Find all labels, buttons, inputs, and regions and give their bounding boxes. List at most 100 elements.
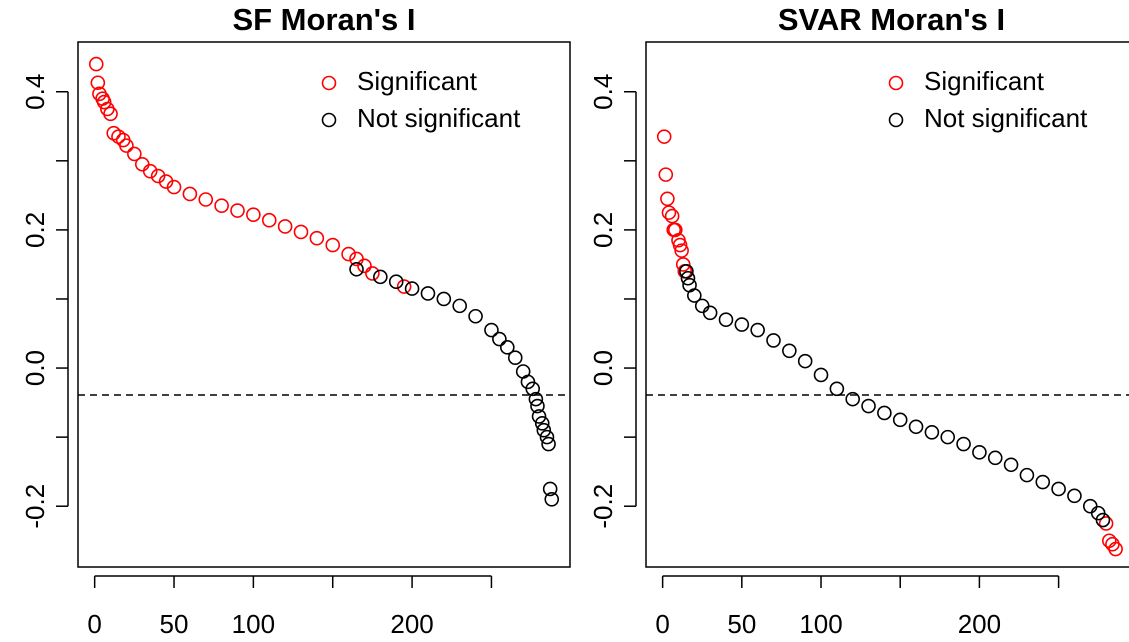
point [661,205,677,220]
point [198,192,214,207]
x-tick-label: 100 [799,609,842,639]
point [293,224,309,240]
legend-symbol [321,75,337,91]
x-tick-label: 200 [390,609,433,639]
point [674,243,689,258]
point [718,312,734,327]
point [277,219,293,234]
point [230,203,245,218]
x-tick-label: 0 [655,609,669,639]
point [309,230,325,246]
legend-label: Significant [924,66,1045,96]
point [341,246,356,262]
point [1067,488,1082,504]
legend-symbol [321,112,337,128]
point [536,422,552,438]
point [664,208,680,224]
point [679,264,694,279]
y-tick-label: -0.2 [20,484,50,529]
point [542,481,558,497]
point [484,322,499,338]
point [436,291,452,307]
point [972,445,987,460]
point [694,298,710,314]
point [261,212,277,228]
point [861,398,876,414]
point [182,186,198,202]
point [111,129,126,144]
point [365,266,380,281]
y-tick-label: 0.2 [20,212,50,248]
point [924,424,940,440]
point [158,174,174,189]
point [813,367,829,383]
x-tick-label: 0 [87,609,101,639]
point [88,56,104,72]
point [1101,533,1117,549]
point [1108,541,1123,557]
point [680,270,696,286]
point [525,381,541,397]
plot-frame [77,41,571,568]
point [766,333,781,348]
point [528,391,544,407]
point [349,261,364,277]
point [404,281,420,296]
point [134,156,150,172]
point [1003,457,1019,473]
point [396,279,412,294]
point [892,412,908,428]
point [166,179,182,195]
point [675,257,691,272]
point [750,322,765,338]
point [1019,467,1035,483]
point [797,353,813,369]
chart-title: SF Moran's I [232,2,415,37]
point [658,167,674,182]
point [541,436,556,452]
point [507,350,523,365]
point [1098,516,1114,531]
point [127,146,142,162]
point [388,274,404,290]
point [940,429,956,445]
legend-label: Not significant [357,103,521,133]
point [877,405,892,421]
point [702,305,718,321]
legend-label: Not significant [924,103,1088,133]
y-tick-label: 0.0 [588,350,618,386]
y-tick-label: -0.2 [588,484,618,529]
point [90,75,106,91]
x-tick-label: 100 [232,609,275,639]
point [1051,481,1066,497]
plot-frame [645,41,1129,568]
point [150,168,166,184]
point [468,308,483,324]
point [672,237,688,253]
point [544,492,560,507]
point [246,207,261,222]
legend-label: Significant [357,66,478,96]
x-tick-label: 50 [160,609,189,639]
point [96,94,112,110]
legend-symbol [888,75,904,91]
point [530,398,545,414]
point [687,288,702,303]
point [103,106,118,122]
point [829,381,845,397]
x-tick-label: 200 [958,609,1001,639]
y-tick-label: 0.4 [588,74,618,110]
point [539,429,555,445]
point [782,343,797,359]
point [734,317,750,332]
point [660,191,675,207]
point [373,269,388,285]
point [357,258,372,274]
point [452,298,467,314]
point [106,125,122,141]
point [1035,474,1051,490]
point [1082,498,1098,514]
point [668,222,683,238]
y-tick-label: 0.2 [588,212,618,248]
chart-title: SVAR Moran's I [778,2,1005,37]
